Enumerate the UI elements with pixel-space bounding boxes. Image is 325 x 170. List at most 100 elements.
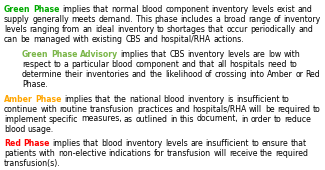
Text: with: with (72, 35, 89, 44)
Text: in: in (170, 115, 177, 123)
Text: implies: implies (52, 139, 81, 148)
Text: component: component (136, 60, 179, 69)
Text: ranging: ranging (29, 25, 59, 34)
Text: will: will (249, 105, 262, 114)
Text: periodically: periodically (251, 25, 296, 34)
Text: CBS: CBS (125, 35, 140, 44)
Text: levels: levels (4, 25, 27, 34)
Text: indications: indications (109, 149, 151, 158)
Text: are: are (253, 50, 266, 59)
Text: broad: broad (223, 15, 245, 24)
Text: usage.: usage. (28, 124, 54, 133)
Text: required: required (277, 105, 310, 114)
Text: that: that (93, 5, 109, 14)
Text: to: to (312, 105, 320, 114)
Text: the: the (260, 149, 273, 158)
Text: Phase.: Phase. (22, 80, 48, 89)
Text: demand.: demand. (98, 15, 133, 24)
Text: ideal: ideal (95, 25, 114, 34)
Text: specific: specific (49, 115, 78, 123)
Text: the: the (114, 95, 126, 104)
Text: inventory: inventory (188, 50, 225, 59)
Text: inventory: inventory (117, 25, 154, 34)
Text: a: a (64, 60, 69, 69)
Text: all: all (218, 60, 227, 69)
Text: of: of (273, 15, 280, 24)
Text: this: this (180, 115, 194, 123)
Text: Phase: Phase (33, 5, 59, 14)
Text: the: the (150, 70, 162, 79)
Text: actions.: actions. (213, 35, 244, 44)
Text: to: to (157, 25, 164, 34)
Text: levels: levels (251, 5, 274, 14)
Text: Phase: Phase (51, 50, 77, 59)
Text: occur: occur (227, 25, 248, 34)
Text: outlined: outlined (136, 115, 167, 123)
Text: measures,: measures, (81, 115, 122, 123)
Text: existing: existing (92, 35, 123, 44)
Text: that: that (95, 95, 111, 104)
Text: includes: includes (180, 15, 213, 24)
Text: Advisory: Advisory (80, 50, 118, 59)
Text: and: and (182, 60, 197, 69)
Text: blood: blood (141, 5, 162, 14)
Text: patients: patients (4, 149, 36, 158)
Text: to: to (290, 60, 297, 69)
Text: Phase: Phase (23, 139, 50, 148)
Text: shortages: shortages (167, 25, 206, 34)
Text: Green: Green (4, 5, 31, 14)
Text: transfusion: transfusion (90, 105, 134, 114)
Text: Red: Red (4, 139, 21, 148)
Text: implies: implies (121, 50, 149, 59)
Text: to: to (54, 60, 61, 69)
Text: be: be (265, 105, 274, 114)
Text: determine: determine (22, 70, 62, 79)
Text: and: and (132, 70, 147, 79)
Text: low: low (268, 50, 281, 59)
Text: need: need (267, 60, 287, 69)
Text: range: range (248, 15, 271, 24)
Text: that: that (199, 60, 215, 69)
Text: required: required (276, 149, 308, 158)
Text: for: for (154, 149, 164, 158)
Text: their: their (65, 70, 83, 79)
Text: supply: supply (4, 15, 30, 24)
Text: Phase: Phase (35, 95, 62, 104)
Text: routine: routine (60, 105, 88, 114)
Text: into: into (250, 70, 265, 79)
Text: as: as (124, 115, 133, 123)
Text: transfusion: transfusion (167, 149, 211, 158)
Text: respect: respect (22, 60, 51, 69)
Text: to: to (274, 115, 282, 123)
Text: generally: generally (32, 15, 69, 24)
Text: CBS: CBS (170, 50, 185, 59)
Text: implies: implies (62, 5, 90, 14)
Text: blood: blood (163, 95, 185, 104)
Text: Red: Red (306, 70, 320, 79)
Text: Amber: Amber (4, 95, 33, 104)
Text: and: and (143, 35, 158, 44)
Text: that: that (291, 139, 307, 148)
Text: a: a (215, 15, 220, 24)
Text: levels: levels (227, 50, 250, 59)
Text: managed: managed (33, 35, 70, 44)
Text: inventory: inventory (283, 15, 320, 24)
Text: insufficient: insufficient (206, 139, 249, 148)
Text: in: in (241, 115, 248, 123)
Text: crossing: crossing (214, 70, 247, 79)
Text: will: will (214, 149, 227, 158)
Text: transfusion(s).: transfusion(s). (4, 159, 61, 168)
Text: hospital/RHA: hospital/RHA (160, 35, 211, 44)
Text: This: This (136, 15, 152, 24)
Text: inventory: inventory (212, 5, 249, 14)
Text: reduce: reduce (284, 115, 311, 123)
Text: Amber: Amber (267, 70, 293, 79)
Text: blood: blood (111, 60, 133, 69)
Text: can: can (4, 35, 18, 44)
Text: order: order (251, 115, 271, 123)
Text: inventories: inventories (86, 70, 129, 79)
Text: that: that (83, 139, 99, 148)
Text: component: component (165, 5, 209, 14)
Text: meets: meets (72, 15, 96, 24)
Text: are: are (190, 139, 203, 148)
